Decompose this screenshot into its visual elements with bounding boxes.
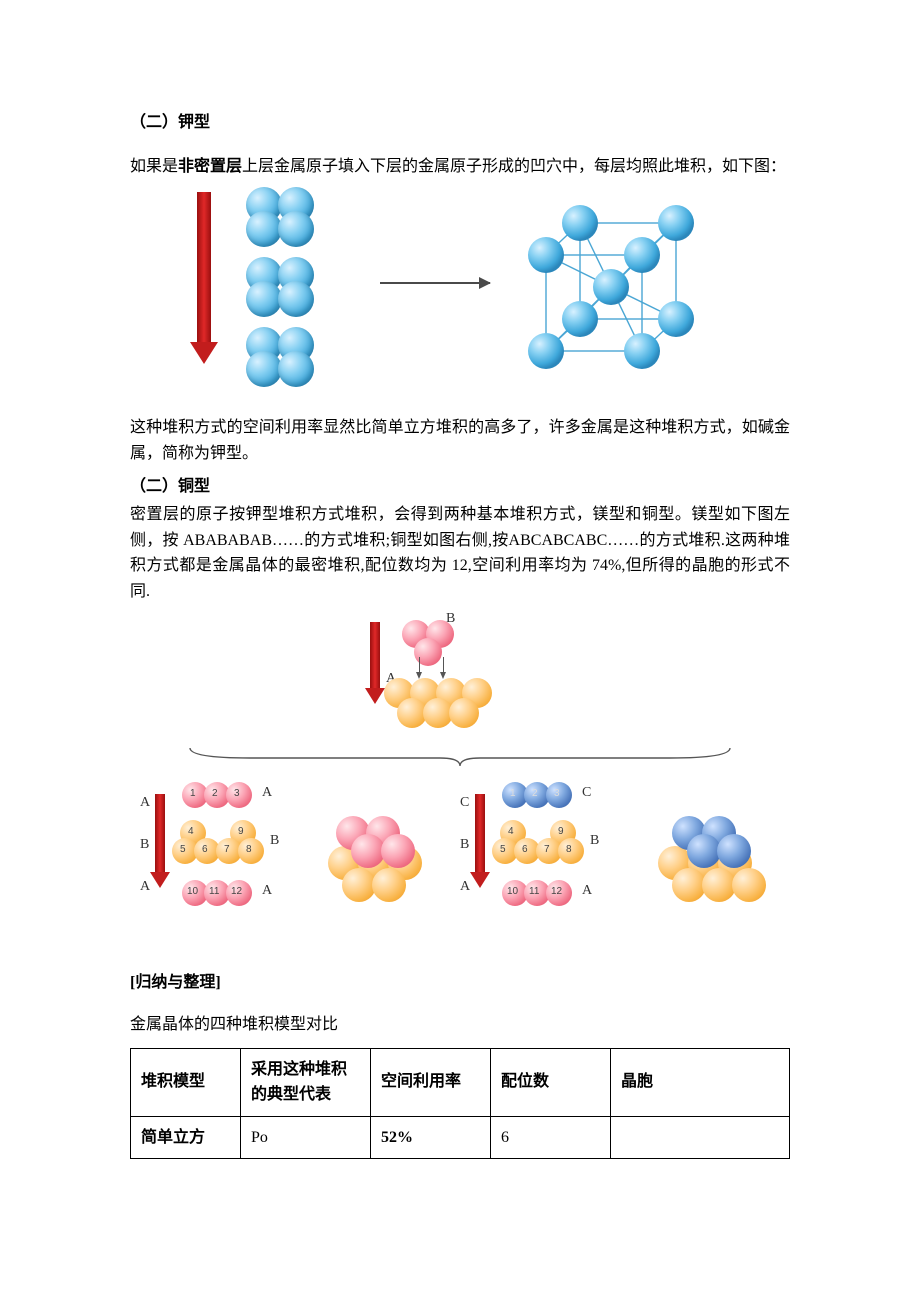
section1-para1-bold: 非密置层 <box>178 158 242 175</box>
top-cluster: B A <box>350 616 550 736</box>
sphere-icon <box>246 281 282 317</box>
comparison-table: 堆积模型 采用这种堆积的典型代表 空间利用率 配位数 晶胞 简单立方 Po 52… <box>130 1048 790 1160</box>
sphere-icon <box>342 868 376 902</box>
bcc-layer-1 <box>240 187 320 245</box>
row-label-a: A <box>582 884 592 898</box>
row-label-a: A <box>262 884 272 898</box>
summary-title: [归纳与整理] <box>130 970 790 996</box>
col-coord: 配位数 <box>491 1048 611 1116</box>
table-row: 简单立方 Po 52% 6 <box>131 1116 790 1159</box>
col-cell: 晶胞 <box>611 1048 790 1116</box>
page: （二）钾型 如果是非密置层上层金属原子填入下层的金属原子形成的凹穴中，每层均照此… <box>0 0 920 1302</box>
sphere-icon <box>546 880 572 906</box>
sphere-icon <box>372 868 406 902</box>
bcc-layer-2 <box>240 257 320 315</box>
red-down-arrow-icon <box>190 192 218 364</box>
red-down-arrow-icon <box>150 794 170 888</box>
row-label-c: C <box>582 786 591 800</box>
col-model: 堆积模型 <box>131 1048 241 1116</box>
table-header-row: 堆积模型 采用这种堆积的典型代表 空间利用率 配位数 晶胞 <box>131 1048 790 1116</box>
hcp-3d <box>320 806 430 906</box>
row-label-a: A <box>262 786 272 800</box>
label-c: C <box>460 796 469 810</box>
section1-para1: 如果是非密置层上层金属原子填入下层的金属原子形成的凹穴中，每层均照此堆积，如下图… <box>130 154 790 180</box>
right-arrow-icon <box>380 282 490 284</box>
sphere-icon <box>702 868 736 902</box>
sphere-icon <box>226 880 252 906</box>
sphere-icon <box>246 211 282 247</box>
section2-heading: （二）铜型 <box>130 474 790 500</box>
sphere-icon <box>546 782 572 808</box>
figure-closest-packing: B A A B A <box>140 616 780 956</box>
figure-bcc <box>190 187 720 397</box>
sphere-icon <box>672 868 706 902</box>
bcc-layer-3 <box>240 327 320 385</box>
label-b: B <box>460 838 469 852</box>
section1-para1-post: 上层金属原子填入下层的金属原子形成的凹穴中，每层均照此堆积，如下图： <box>242 158 786 175</box>
label-b: B <box>140 838 149 852</box>
summary-subtitle: 金属晶体的四种堆积模型对比 <box>130 1012 790 1038</box>
cell-rep: Po <box>241 1116 371 1159</box>
label-a: A <box>140 796 150 810</box>
label-a: A <box>140 880 150 894</box>
label-a: A <box>460 880 470 894</box>
col-util: 空间利用率 <box>371 1048 491 1116</box>
sphere-icon <box>238 838 264 864</box>
cell-util: 52% <box>371 1116 491 1159</box>
red-down-arrow-icon <box>365 622 385 704</box>
red-down-arrow-icon <box>470 794 490 888</box>
sphere-icon <box>732 868 766 902</box>
sphere-icon <box>278 211 314 247</box>
section1-para1-pre: 如果是 <box>130 158 178 175</box>
section1-para2: 这种堆积方式的空间利用率显然比简单立方堆积的高多了，许多金属是这种堆积方式，如碱… <box>130 415 790 466</box>
section2-para: 密置层的原子按钾型堆积方式堆积，会得到两种基本堆积方式，镁型和铜型。镁型如下图左… <box>130 502 790 604</box>
cell-coord: 6 <box>491 1116 611 1159</box>
sphere-icon <box>226 782 252 808</box>
col-rep: 采用这种堆积的典型代表 <box>241 1048 371 1116</box>
brace-icon <box>180 746 740 766</box>
sphere-icon <box>278 351 314 387</box>
row-label-b: B <box>590 834 599 848</box>
sphere-icon <box>278 281 314 317</box>
bcc-unit-cell <box>520 205 700 384</box>
row-label-b: B <box>270 834 279 848</box>
fcc-3d <box>650 806 770 906</box>
cell-cell <box>611 1116 790 1159</box>
bcc-layers <box>240 187 320 397</box>
section1-heading: （二）钾型 <box>130 110 790 136</box>
sphere-icon <box>449 698 479 728</box>
hcp-group: A B A 1 2 3 A 4 9 5 6 7 <box>140 776 440 956</box>
sphere-icon <box>558 838 584 864</box>
fcc-group: C B A 1 2 3 C 4 9 5 6 7 <box>460 776 780 956</box>
sphere-icon <box>246 351 282 387</box>
cell-model: 简单立方 <box>131 1116 241 1159</box>
